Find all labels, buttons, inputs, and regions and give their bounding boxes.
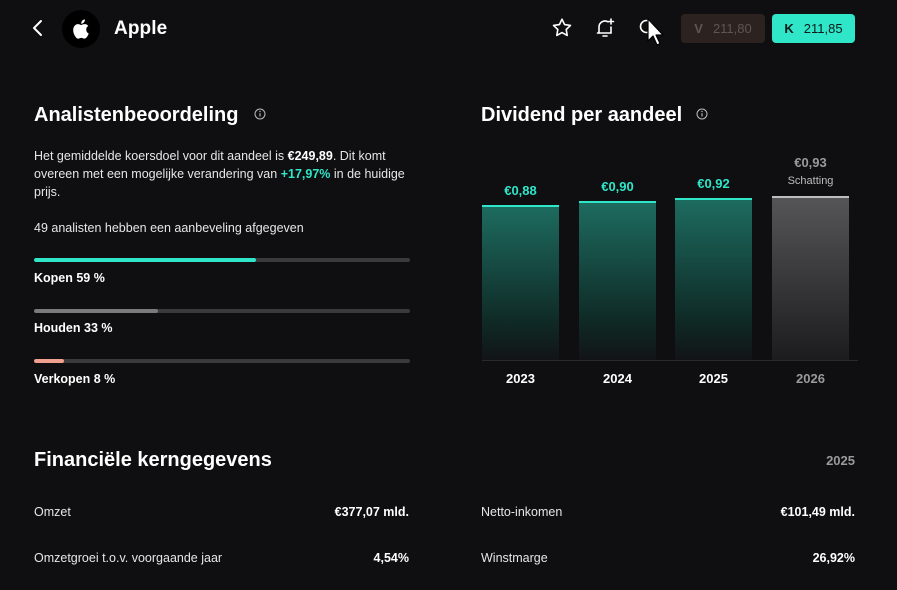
sell-price: 211,80 <box>712 21 752 36</box>
dividend-chart: €0,88 2023 €0,90 2024 €0,92 2025 €0,93 Schattin… <box>482 140 858 395</box>
dividend-title: Dividend per aandeel <box>481 104 683 126</box>
sell-letter: V <box>694 21 703 36</box>
buy-rating-label: Kopen 59 % <box>34 271 105 285</box>
sell-rating-fill <box>34 359 65 363</box>
sell-rating-label: Verkopen 8 % <box>34 372 116 386</box>
search-icon[interactable] <box>636 16 660 40</box>
profit-margin-value: 26,92% <box>812 551 855 565</box>
summary-text-3: in de huidige prijs. <box>34 167 405 199</box>
chart-baseline <box>482 360 858 361</box>
year-label-2025: 2025 <box>699 371 728 386</box>
hold-rating-bar <box>34 309 410 313</box>
buy-rating-bar <box>34 258 410 262</box>
summary-text-2: . Dit komt overeen met een mogelijke ver… <box>34 149 386 181</box>
dividend-bar-2024 <box>579 201 656 360</box>
profit-margin-label: Winstmarge <box>481 551 548 565</box>
financials-title: Financiële kerngegevens <box>34 449 272 471</box>
year-label-2024: 2024 <box>603 371 632 386</box>
star-icon[interactable] <box>550 16 574 40</box>
year-label-2026: 2026 <box>796 371 825 386</box>
target-price: €249,89 <box>287 149 333 163</box>
estimate-label: Schatting <box>787 175 834 187</box>
net-income-label: Netto-inkomen <box>481 505 563 519</box>
sell-rating-bar <box>34 359 410 363</box>
info-icon[interactable] <box>254 108 266 120</box>
revenue-growth-value: 4,54% <box>373 551 409 565</box>
buy-rating-fill <box>34 258 256 262</box>
dividend-value-2025: €0,92 <box>697 176 730 191</box>
buy-price: 211,85 <box>803 21 843 36</box>
dividend-value-2023: €0,88 <box>504 183 537 198</box>
apple-icon <box>73 19 89 39</box>
net-income-value: €101,49 mld. <box>780 505 855 519</box>
revenue-value: €377,07 mld. <box>334 505 409 519</box>
apple-logo <box>62 10 100 48</box>
year-label-2023: 2023 <box>506 371 535 386</box>
dividend-bar-2023 <box>482 205 559 360</box>
financials-year[interactable]: 2025 <box>826 453 855 468</box>
dividend-bar-2025 <box>675 198 752 360</box>
sell-button[interactable]: V 211,80 <box>681 14 765 43</box>
bell-add-icon[interactable] <box>593 16 617 40</box>
revenue-growth-label: Omzetgroei t.o.v. voorgaande jaar <box>34 551 223 565</box>
dividend-value-2026: €0,93 <box>794 155 827 170</box>
summary-text-1: Het gemiddelde koersdoel voor dit aandee… <box>34 149 288 163</box>
page-title: Apple <box>114 18 168 39</box>
analyst-summary: Het gemiddelde koersdoel voor dit aandee… <box>34 147 414 201</box>
analyst-rating-title: Analistenbeoordeling <box>34 104 239 126</box>
price-change: +17,97% <box>280 167 331 181</box>
top-bar: Apple V 211,80 K 211,85 <box>0 0 897 58</box>
hold-rating-label: Houden 33 % <box>34 321 113 335</box>
analyst-count: 49 analisten hebben een aanbeveling afge… <box>34 221 304 235</box>
hold-rating-fill <box>34 309 159 313</box>
back-arrow-icon[interactable] <box>26 16 50 40</box>
buy-button[interactable]: K 211,85 <box>772 14 855 43</box>
dividend-bar-2026 <box>772 196 849 360</box>
dividend-value-2024: €0,90 <box>601 179 634 194</box>
revenue-label: Omzet <box>34 505 71 519</box>
buy-letter: K <box>784 21 794 36</box>
info-icon[interactable] <box>696 108 708 120</box>
